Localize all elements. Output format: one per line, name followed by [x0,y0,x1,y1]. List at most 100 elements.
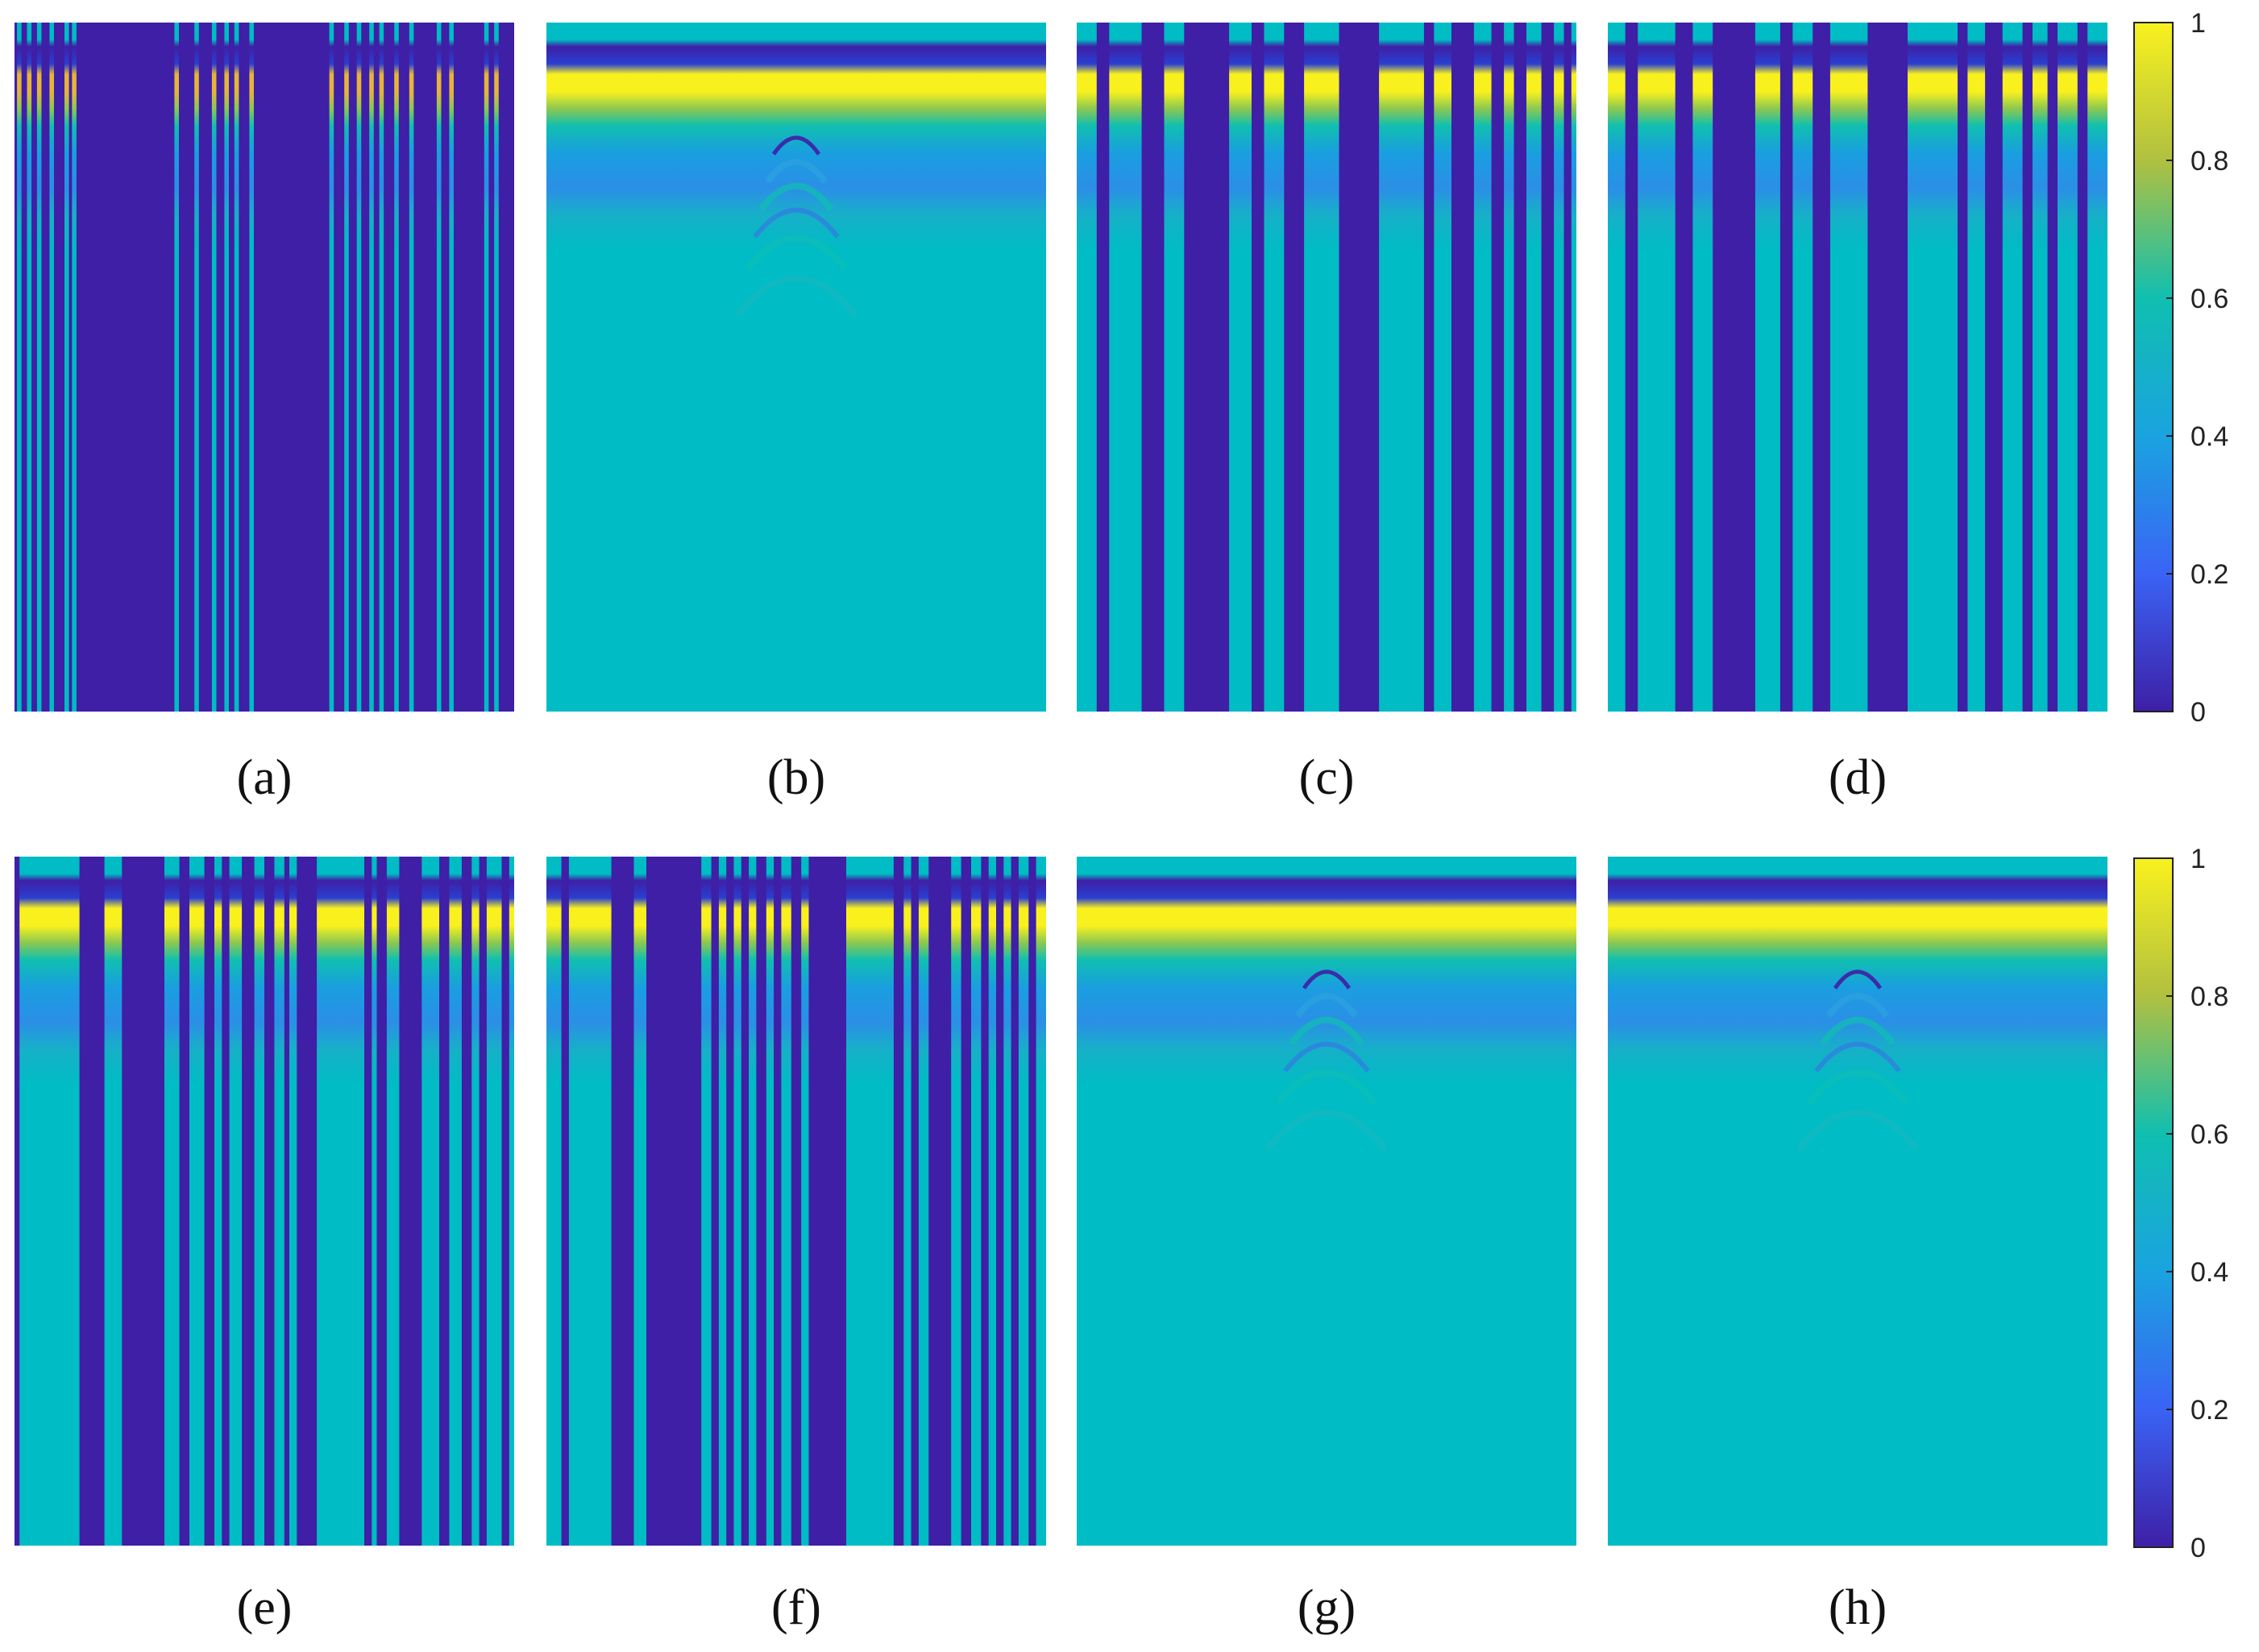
panel-d-dark-stripe [2077,23,2088,712]
panel-h-hyperbola [1796,969,1920,1152]
panel-d-dark-stripe [1958,23,1968,712]
panel-f-dark-stripe [646,857,702,1546]
hyperbola-arc [764,159,828,184]
colorbar-tick-label: 0.2 [2190,1395,2228,1426]
colorbar-tick-label: 0.6 [2190,1119,2228,1150]
panel-c-dark-stripe [1451,23,1474,712]
hyperbola-arc [771,135,821,156]
panel-d [1608,23,2107,712]
panel-a-column [436,23,442,712]
panel-a-column [17,23,22,712]
panel-g [1077,857,1576,1546]
colorbar-layer: 0 0.2 0.4 0.6 0.8 1 0 0.2 0.4 0.6 0.8 1 [2133,8,2228,1563]
panel-e [15,857,514,1546]
hyperbola-arc [1302,969,1352,990]
panel-e-dark-stripe [461,857,472,1546]
hyperbola-arc [734,275,858,318]
panel-a-column [356,23,362,712]
panel-a-column [224,23,229,712]
panel-a-column [409,23,414,712]
panel-a-column [394,23,399,712]
panel-f-dark-stripe [756,857,766,1546]
hyperbola-arc [1806,1069,1909,1106]
panel-label-a: (a) [237,750,293,805]
panel-e-dark-stripe [122,857,164,1546]
panel-c-dark-stripe [1541,23,1555,712]
panel-e-dark-stripe [439,857,450,1546]
panel-e-dark-stripe [479,857,487,1546]
panel-a-column [194,23,199,712]
panel-f [546,857,1046,1546]
panel-a [15,23,514,712]
panel-c-dark-stripe [1141,23,1165,712]
panel-e-dark-stripe [376,857,387,1546]
panel-label-c: (c) [1299,750,1355,805]
hyperbola-arc [1275,1069,1378,1106]
panel-c-dark-stripe [1514,23,1526,712]
panel-f-dark-stripe [893,857,904,1546]
panel-a-column [369,23,374,712]
panel-c-dark-stripe [1252,23,1264,712]
labels-layer: (a) (b) (c) (d) (e) (f) (g) (h) [237,750,1887,1635]
colorbar-tick-label: 0 [2190,1533,2206,1563]
panel-a-column [449,23,454,712]
colorbar-top: 0 0.2 0.4 0.6 0.8 1 [2133,8,2228,728]
panel-b-background [546,23,1046,712]
panel-d-dark-stripe [2022,23,2033,712]
hyperbola-arc [1283,1041,1370,1073]
panel-e-dark-stripe [242,857,255,1546]
panel-e-dark-stripe [222,857,230,1546]
panel-d-dark-stripe [1985,23,2003,712]
hyperbola-arc [1294,993,1359,1018]
panel-f-dark-stripe [774,857,782,1546]
panel-f-dark-stripe [928,857,952,1546]
panel-d-dark-stripe [1675,23,1693,712]
colorbar-tick-label: 0.8 [2190,146,2228,176]
panel-a-column [234,23,239,712]
colorbar-tick-label: 0.2 [2190,559,2228,590]
panel-f-dark-stripe [726,857,734,1546]
panel-a-column [64,23,69,712]
panel-c-dark-stripe [1339,23,1380,712]
panel-d-dark-stripe [1625,23,1638,712]
panel-c [1077,23,1576,712]
hyperbola-arc [1289,1016,1364,1046]
panel-a-column [27,23,32,712]
colorbar-tick-label: 0.6 [2190,284,2228,314]
panel-a-column [36,23,42,712]
hyperbola-arc [758,182,834,212]
panel-g-hyperbola [1264,969,1389,1152]
panel-f-dark-stripe [1028,857,1036,1546]
panel-f-dark-stripe [741,857,750,1546]
hyperbola-arc [1833,969,1883,990]
panel-d-dark-stripe [1813,23,1830,712]
colorbar-tick-label: 1 [2190,8,2206,39]
panel-d-dark-stripe [1867,23,1908,712]
colorbar-tick-label: 0 [2190,697,2206,728]
panel-f-dark-stripe [561,857,569,1546]
panel-e-dark-stripe [264,857,275,1546]
panel-f-dark-stripe [711,857,719,1546]
hyperbola-arc [745,235,848,272]
panel-f-dark-stripe [981,857,989,1546]
panel-c-dark-stripe [1284,23,1305,712]
colorbar-top-bar [2133,22,2174,712]
panel-a-column [484,23,489,712]
panel-g-background [1077,857,1576,1546]
panel-f-dark-stripe [911,857,919,1546]
panel-a-column [494,23,499,712]
panel-e-dark-stripe [501,857,509,1546]
panel-e-dark-stripe [364,857,372,1546]
panel-d-dark-stripe [1713,23,1755,712]
panel-a-column [49,23,54,712]
panel-d-dark-stripe [1779,23,1793,712]
panel-f-dark-stripe [808,857,846,1546]
colorbar-tick-label: 0.4 [2190,1257,2228,1288]
panel-c-dark-stripe [1423,23,1435,712]
panel-label-f: (f) [771,1580,821,1635]
colorbar-tick-label: 0.4 [2190,421,2228,452]
colorbar-bottom: 0 0.2 0.4 0.6 0.8 1 [2133,844,2228,1563]
hyperbola-arc [1820,1016,1896,1046]
panel-e-dark-stripe [179,857,189,1546]
